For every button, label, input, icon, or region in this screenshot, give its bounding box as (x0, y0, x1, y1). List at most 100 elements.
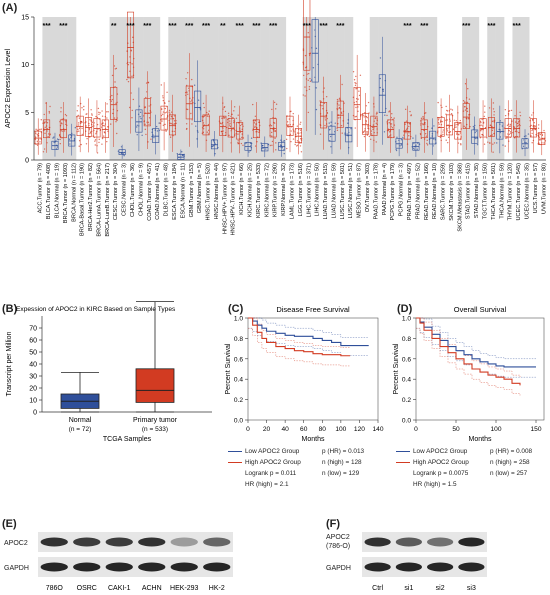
data-point (297, 144, 299, 146)
data-point (249, 142, 252, 144)
data-point (460, 143, 462, 145)
panel-f-row-cell: (786-O) (326, 543, 351, 550)
data-point (299, 145, 302, 147)
data-point (44, 126, 46, 129)
data-point (114, 68, 116, 70)
data-point (458, 122, 460, 125)
data-point (514, 121, 517, 123)
panel-a-label: (A) (2, 2, 18, 14)
group-label: DLBC.Tumor (n = 48) (164, 163, 170, 217)
band-apoc2-2 (105, 537, 133, 547)
data-point (516, 122, 519, 125)
data-point (290, 130, 292, 132)
data-point (229, 124, 231, 126)
data-point (504, 145, 506, 147)
data-point (202, 102, 205, 105)
group-label: HNSC.Normal (n = 44) (214, 163, 220, 220)
box-37 (345, 127, 353, 143)
data-point (111, 94, 113, 97)
band-gapdh-3 (138, 562, 166, 572)
band-apoc2-0 (40, 537, 68, 547)
group-label: UCEC.Normal (n = 35) (525, 163, 531, 220)
data-point (390, 123, 393, 125)
data-point (68, 138, 71, 140)
data-point (136, 124, 138, 126)
box-5 (76, 115, 84, 136)
n-low: n (low) = 129 (322, 470, 360, 477)
y-axis-label: Percent Survival (393, 343, 400, 394)
data-point (493, 111, 495, 113)
x-tick-label: 100 (335, 426, 346, 433)
data-point (508, 110, 510, 113)
group-label: LIHC.Tumor (n = 371) (306, 163, 312, 217)
data-point (81, 107, 83, 109)
data-point (208, 110, 210, 112)
data-point (387, 136, 390, 138)
x-tick-label: 0 (246, 426, 250, 433)
data-point (36, 129, 38, 132)
group-n: (n = 72) (69, 426, 92, 433)
data-point (52, 137, 54, 139)
group-label: GBM.Tumor (n = 153) (189, 163, 195, 217)
group-label: ESCA.Tumor (n = 184) (172, 163, 178, 220)
data-point (181, 151, 183, 153)
data-point (408, 135, 410, 137)
data-point (35, 132, 37, 134)
data-point (169, 113, 171, 115)
data-point (160, 108, 163, 110)
data-point (476, 137, 478, 139)
data-point (90, 120, 92, 122)
shade-45 (411, 17, 421, 160)
data-point (529, 116, 531, 119)
data-point (426, 139, 428, 142)
data-point (279, 144, 282, 146)
data-point (114, 81, 116, 83)
data-point (43, 122, 46, 124)
box-20 (202, 114, 210, 136)
data-point (300, 151, 303, 153)
data-point (531, 129, 533, 132)
data-point (290, 110, 292, 113)
data-point (116, 132, 118, 135)
data-point (123, 155, 125, 157)
data-point (261, 144, 264, 147)
data-point (141, 134, 143, 137)
data-point (355, 115, 358, 118)
data-point (110, 100, 113, 102)
data-point (164, 123, 166, 126)
data-point (441, 106, 443, 109)
data-point (321, 104, 323, 107)
group-label: BLCA.Tumor (n = 408) (46, 163, 52, 219)
data-point (308, 72, 310, 75)
data-point (275, 149, 277, 151)
data-point (299, 123, 301, 125)
band-apoc2-2 (427, 537, 454, 547)
data-point (329, 128, 331, 131)
data-point (101, 143, 103, 145)
data-point (405, 120, 408, 122)
box-49 (445, 114, 453, 136)
box-48 (437, 117, 445, 137)
data-point (85, 143, 88, 145)
data-point (150, 138, 152, 140)
data-point (39, 128, 41, 131)
data-point (513, 126, 516, 128)
data-point (355, 75, 357, 78)
data-point (357, 98, 359, 100)
data-point (353, 79, 356, 81)
data-point (36, 133, 38, 136)
data-point (78, 117, 81, 119)
data-point (517, 121, 520, 123)
group-label: CESC.Tumor (n = 304) (113, 163, 119, 220)
data-point (422, 123, 424, 126)
data-point (191, 123, 193, 125)
y-tick-label: 0.8 (234, 336, 243, 343)
data-point (340, 111, 343, 114)
group-label: KIRP.Normal (n = 32) (281, 163, 287, 216)
data-point (240, 120, 242, 122)
data-point (74, 127, 77, 129)
data-point (375, 122, 377, 125)
data-point (89, 119, 91, 121)
data-point (186, 72, 189, 74)
group-label: THCA.Tumor (n = 501) (491, 163, 497, 220)
